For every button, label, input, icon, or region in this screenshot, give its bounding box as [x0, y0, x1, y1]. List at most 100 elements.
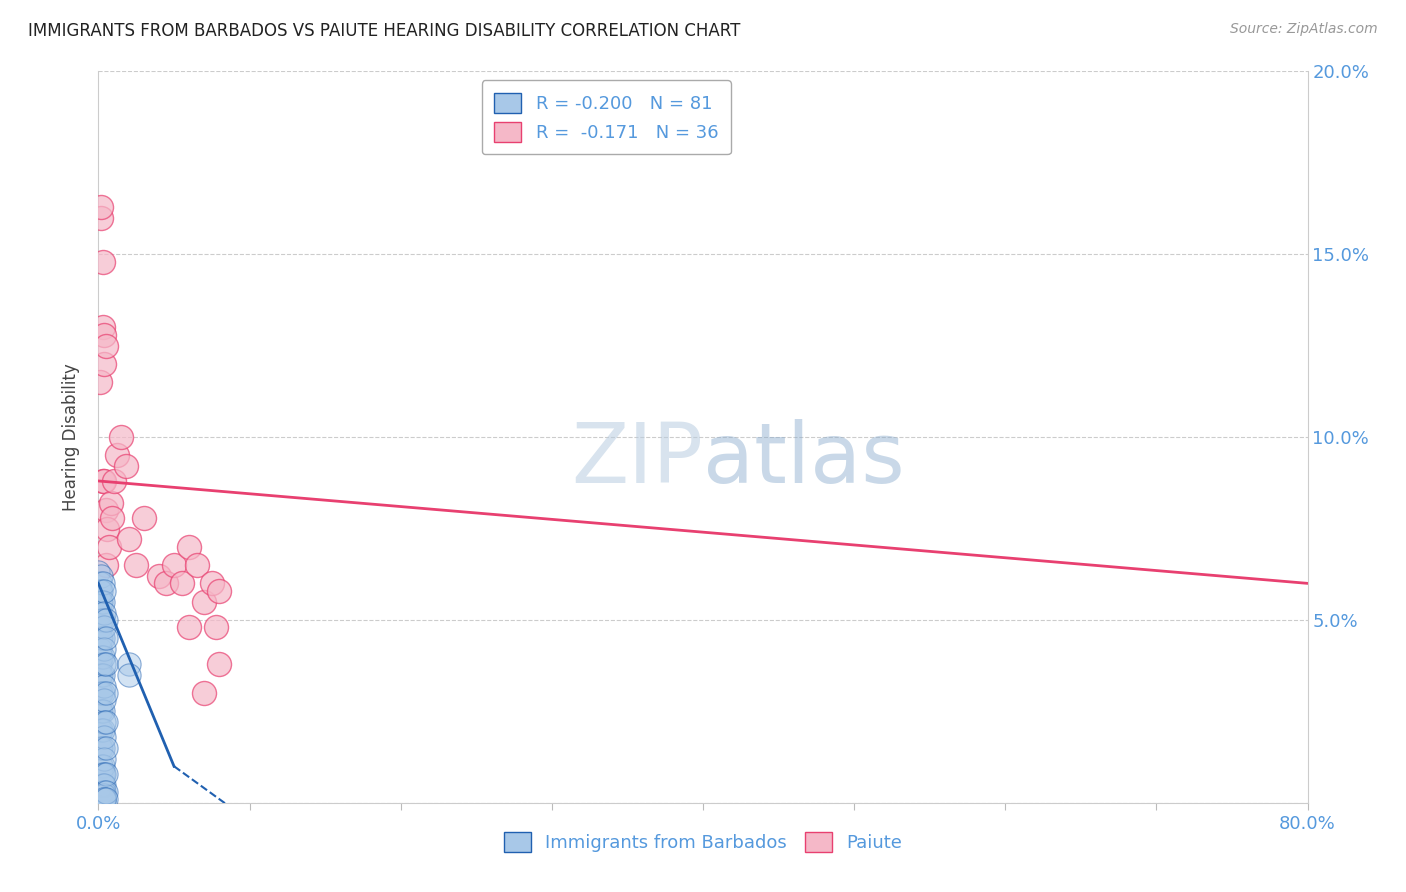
Point [93, 766, 115, 780]
Point [93, 357, 115, 371]
Point [89, 576, 111, 591]
Point [89, 740, 111, 755]
Point [90, 785, 112, 799]
Point [91, 576, 114, 591]
Point [89, 594, 111, 608]
Point [93, 327, 115, 342]
Point [90, 686, 112, 700]
Point [94, 558, 117, 573]
Point [193, 686, 215, 700]
Point [91, 474, 114, 488]
Point [89, 620, 111, 634]
Point [90, 667, 112, 681]
Point [91, 792, 114, 806]
Point [91, 723, 114, 737]
Point [103, 474, 125, 488]
Point [93, 715, 115, 730]
Point [118, 667, 141, 681]
Point [170, 576, 193, 591]
Point [208, 657, 231, 671]
Text: atlas: atlas [703, 418, 904, 500]
Point [91, 792, 114, 806]
Point [93, 642, 115, 657]
Point [91, 792, 114, 806]
Point [93, 778, 115, 792]
Point [90, 759, 112, 773]
Point [90, 766, 112, 780]
Point [93, 752, 115, 766]
Point [110, 430, 132, 444]
Point [93, 792, 115, 806]
Legend: Immigrants from Barbados, Paiute: Immigrants from Barbados, Paiute [496, 825, 910, 860]
Point [91, 254, 114, 268]
Point [155, 576, 177, 591]
Point [89, 583, 111, 598]
Point [93, 785, 115, 799]
Point [91, 792, 114, 806]
Point [93, 474, 115, 488]
Point [94, 785, 117, 799]
Point [90, 569, 112, 583]
Point [93, 789, 115, 803]
Point [90, 583, 112, 598]
Point [90, 649, 112, 664]
Point [186, 558, 208, 573]
Point [91, 740, 114, 755]
Point [93, 606, 115, 620]
Point [114, 459, 136, 474]
Point [91, 789, 114, 803]
Point [93, 583, 115, 598]
Point [179, 620, 201, 634]
Point [93, 792, 115, 806]
Point [91, 759, 114, 773]
Point [90, 594, 112, 608]
Point [205, 620, 228, 634]
Point [94, 338, 117, 352]
Point [89, 375, 111, 389]
Point [91, 705, 114, 719]
Point [90, 778, 112, 792]
Point [89, 686, 111, 700]
Point [94, 766, 117, 780]
Point [94, 715, 117, 730]
Point [89, 657, 111, 671]
Point [94, 657, 117, 671]
Point [90, 200, 112, 214]
Point [90, 632, 112, 646]
Point [94, 792, 117, 806]
Point [91, 686, 114, 700]
Point [93, 620, 115, 634]
Point [93, 792, 115, 806]
Point [91, 766, 114, 780]
Point [208, 583, 231, 598]
Point [91, 667, 114, 681]
Point [91, 785, 114, 799]
Point [93, 693, 115, 707]
Point [201, 576, 224, 591]
Point [89, 642, 111, 657]
Point [148, 569, 170, 583]
Point [96, 521, 118, 535]
Point [90, 740, 112, 755]
Point [90, 705, 112, 719]
Point [98, 540, 121, 554]
Point [91, 792, 114, 806]
Point [90, 723, 112, 737]
Point [163, 558, 186, 573]
Text: Source: ZipAtlas.com: Source: ZipAtlas.com [1230, 22, 1378, 37]
Point [89, 606, 111, 620]
Point [90, 792, 112, 806]
Point [118, 533, 141, 547]
Point [90, 211, 112, 225]
Point [91, 594, 114, 608]
Point [89, 632, 111, 646]
Point [87, 566, 110, 580]
Y-axis label: Hearing Disability: Hearing Disability [62, 363, 80, 511]
Point [105, 448, 128, 462]
Text: IMMIGRANTS FROM BARBADOS VS PAIUTE HEARING DISABILITY CORRELATION CHART: IMMIGRANTS FROM BARBADOS VS PAIUTE HEARI… [28, 22, 741, 40]
Point [91, 632, 114, 646]
Point [193, 594, 215, 608]
Point [94, 740, 117, 755]
Point [94, 613, 117, 627]
Point [118, 657, 141, 671]
